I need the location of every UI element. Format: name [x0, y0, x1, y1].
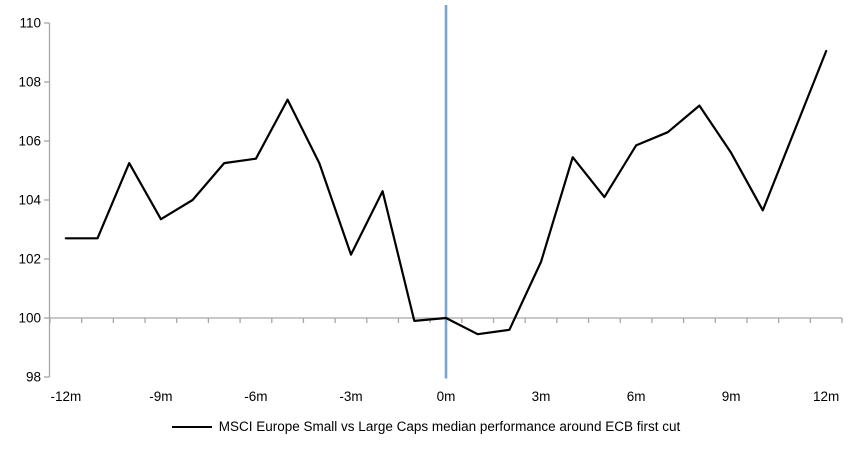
y-axis-tick-label: 100: [18, 311, 41, 326]
x-axis-tick-label: -6m: [244, 389, 267, 404]
y-axis-tick-label: 102: [18, 252, 41, 267]
y-axis-tick-label: 110: [19, 16, 41, 31]
y-axis-tick-label: 108: [18, 75, 41, 90]
x-axis-tick-label: 0m: [437, 389, 456, 404]
x-axis-tick-label: -3m: [339, 389, 362, 404]
legend-line-sample: [171, 425, 212, 428]
x-axis-tick-label: 6m: [627, 389, 646, 404]
x-axis-tick-label: -9m: [149, 389, 172, 404]
y-axis-tick-label: 104: [18, 193, 41, 208]
legend-label: MSCI Europe Small vs Large Caps median p…: [218, 419, 681, 434]
x-axis-tick-label: -12m: [50, 389, 81, 404]
legend: MSCI Europe Small vs Large Caps median p…: [0, 419, 852, 434]
x-axis-tick-label: 12m: [813, 389, 839, 404]
y-axis-tick-label: 98: [26, 370, 41, 385]
y-axis-tick-label: 106: [18, 134, 41, 149]
x-axis-tick-label: 9m: [722, 389, 741, 404]
series-line: [64, 49, 828, 336]
x-axis-tick-label: 3m: [532, 389, 551, 404]
